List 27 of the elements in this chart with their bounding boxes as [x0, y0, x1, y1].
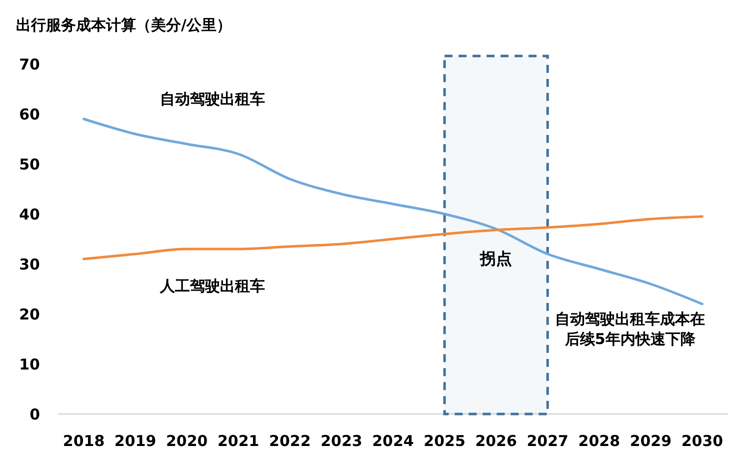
chart-title: 出行服务成本计算（美分/公里）: [16, 16, 232, 34]
series-label: 人工驾驶出租车: [159, 277, 266, 295]
line-series: [82, 118, 704, 306]
text: 自动驾驶出租车: [160, 90, 266, 108]
y-tick-label: 10: [19, 355, 40, 374]
x-tick-label: 2027: [526, 432, 568, 450]
x-tick-label: 2029: [630, 432, 672, 450]
x-tick-label: 2018: [62, 432, 105, 450]
x-tick-label: 2024: [372, 432, 414, 450]
annotation: 自动驾驶出租车成本在后续5年内快速下降: [555, 310, 706, 348]
x-tick-label: 2026: [475, 432, 517, 450]
y-tick-label: 40: [19, 205, 40, 224]
y-tick-label: 50: [19, 155, 40, 174]
x-tick-label: 2020: [166, 432, 208, 450]
x-tick-label: 2025: [424, 432, 466, 450]
band-label: 拐点: [479, 249, 512, 268]
x-tick-label: 2028: [578, 432, 620, 450]
x-tick-label: 2030: [681, 432, 724, 450]
x-tick-label: 2021: [218, 432, 260, 450]
y-tick-label: 20: [19, 305, 40, 324]
y-tick-label: 70: [19, 55, 40, 74]
x-tick-label: 2023: [320, 432, 362, 450]
y-tick-label: 30: [19, 255, 40, 274]
y-tick-label: 60: [19, 105, 40, 124]
y-tick-label: 0: [30, 405, 40, 424]
x-tick-label: 2022: [269, 432, 311, 450]
x-tick-label: 2019: [114, 432, 156, 450]
